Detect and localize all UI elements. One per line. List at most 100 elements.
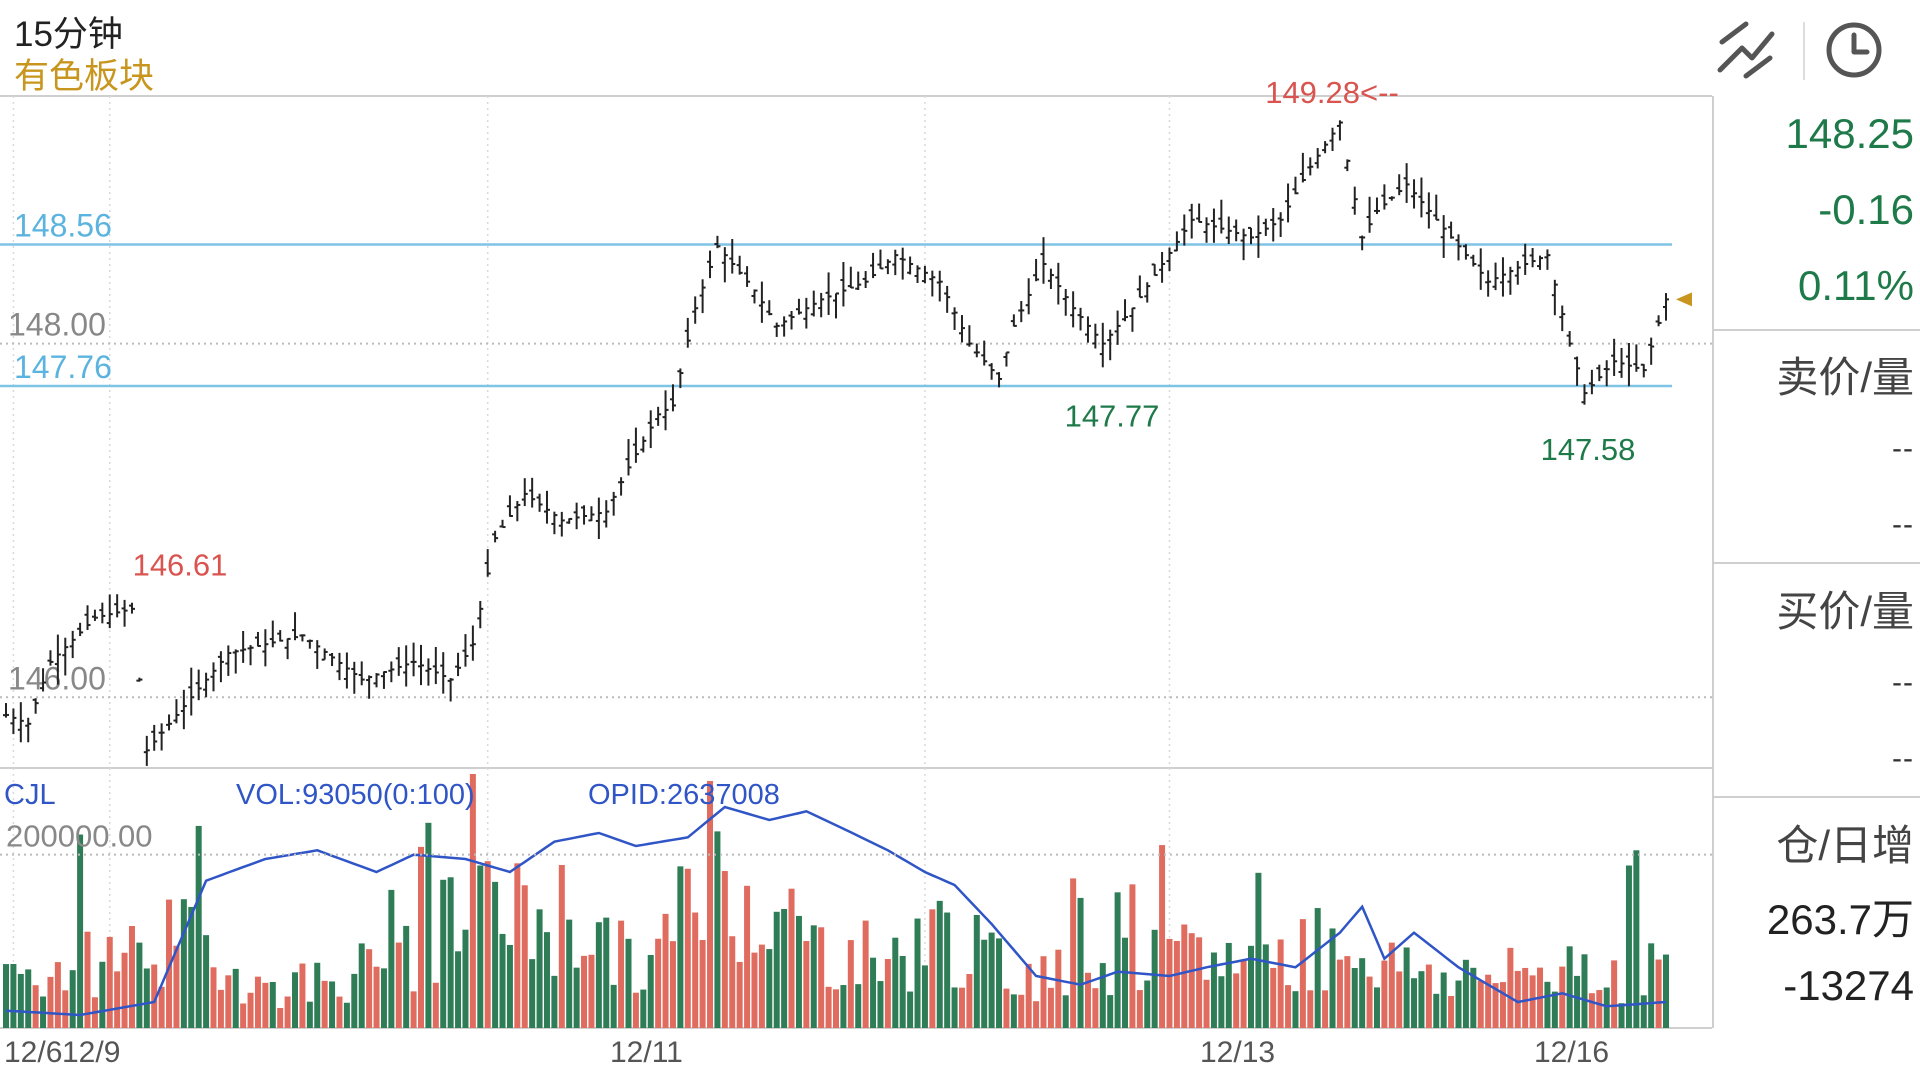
volume-bar [1462,959,1469,1028]
volume-bar [929,909,936,1028]
volume-bar [62,990,69,1028]
period-label[interactable]: 15分钟 [14,15,123,54]
volume-bar [781,908,788,1028]
volume-bar [173,945,180,1028]
volume-bar [203,935,210,1028]
volume-bar [329,981,336,1028]
volume-bar [529,959,536,1028]
volume-bar [506,944,513,1028]
trend-line-draw-icon[interactable] [1700,14,1790,84]
volume-bar [1055,949,1062,1028]
volume-bar [151,964,158,1028]
volume-bar [536,909,543,1028]
volume-bar [121,952,128,1028]
volume-bar [1181,924,1188,1028]
volume-bar [195,825,202,1028]
price-volume-chart[interactable]: 148.00146.00148.56147.76146.61149.28<--1… [0,0,1712,1080]
volume-bar [1166,938,1173,1028]
volume-bar [521,885,528,1028]
volume-bar [1040,956,1047,1028]
volume-bar [1440,972,1447,1028]
volume-bar [1640,995,1647,1028]
volume-bar [432,982,439,1028]
volume-bar [1470,967,1477,1028]
volume-bar [618,920,625,1028]
date-label: 12/6 [4,1036,62,1069]
price-change: -0.16 [1818,186,1914,233]
volume-bar [1196,937,1203,1028]
volume-bar [1099,963,1106,1028]
volume-bar [996,938,1003,1028]
volume-bar [944,912,951,1028]
volume-bar [462,929,469,1028]
volume-bar [1077,897,1084,1028]
volume-bar [1388,942,1395,1028]
volume-bar [543,932,550,1028]
sector-label[interactable]: 有色板块 [14,57,155,96]
volume-bar [1107,995,1114,1028]
volume-bar [669,941,676,1028]
volume-bar [1373,987,1380,1028]
price-tick-label: 148.00 [8,307,106,343]
volume-bar [1396,971,1403,1028]
volume-bar [936,900,943,1028]
volume-bar [136,942,143,1028]
volume-bar [1411,978,1418,1028]
volume-bar [640,989,647,1028]
volume-bar [1425,964,1432,1028]
volume-bar [343,1002,350,1028]
volume-bar [1225,942,1232,1028]
volume-bar [884,959,891,1028]
buy-volume-value: -- [1892,742,1914,775]
open-interest-value: 263.7万 [1766,896,1914,943]
reference-line-label: 148.56 [14,208,112,244]
volume-bar [1551,991,1558,1028]
volume-bar [1003,988,1010,1028]
volume-bar [1492,983,1499,1028]
volume-bar [973,914,980,1028]
volume-readout: VOL:93050(0:100) [236,779,475,811]
volume-bar [388,889,395,1028]
volume-bar [106,936,113,1028]
volume-bar [10,964,17,1028]
volume-bar [1359,958,1366,1028]
volume-bar [321,980,328,1028]
volume-bar [1485,974,1492,1028]
volume-bar [1136,990,1143,1028]
volume-bar [625,938,632,1028]
volume-bar [566,919,573,1028]
date-label: 12/11 [610,1036,683,1069]
clock-icon[interactable] [1810,14,1900,84]
volume-tick-label: 200000.00 [6,819,153,854]
volume-bar [410,991,417,1028]
volume-bar [1403,947,1410,1028]
volume-bar [714,831,721,1028]
volume-bar [1418,971,1425,1028]
volume-bar [292,972,299,1028]
volume-bar [1329,928,1336,1028]
volume-bar [1351,968,1358,1028]
volume-bar [188,906,195,1028]
volume-bar [1381,960,1388,1028]
volume-bar [1062,995,1069,1028]
volume-bar [284,996,291,1028]
last-price-marker [1676,292,1692,307]
volume-bar [558,864,565,1028]
volume-bar [418,846,424,1028]
volume-bar [1203,979,1210,1028]
volume-bar [1618,1003,1625,1028]
volume-bar [469,773,476,1028]
volume-bar [825,986,832,1028]
volume-bar [1277,939,1284,1028]
price-annotation: 146.61 [133,547,228,582]
volume-bar [1248,945,1254,1028]
buy-price-value: -- [1892,666,1914,699]
volume-bar [358,943,365,1028]
volume-bar [1129,884,1136,1028]
volume-bar [158,986,165,1028]
volume-bar [899,955,906,1028]
volume-bar [736,961,743,1028]
volume-bar [225,975,232,1028]
volume-bar [1292,991,1299,1028]
volume-bar [180,899,187,1028]
